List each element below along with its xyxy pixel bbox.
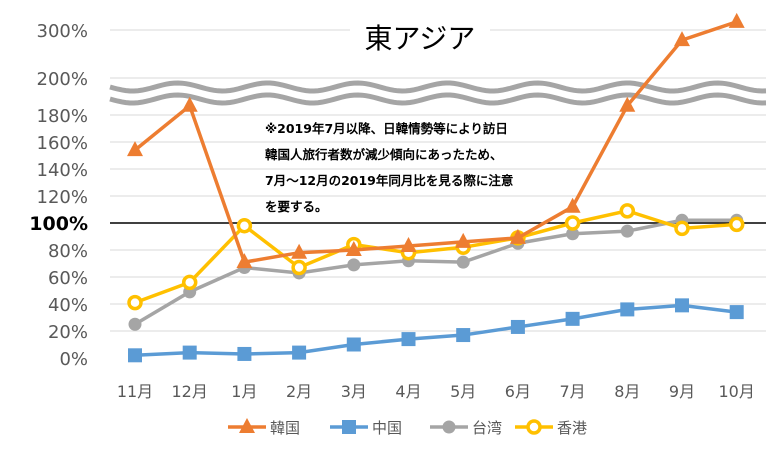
data-point — [128, 317, 142, 331]
data-point — [728, 12, 745, 28]
title-background — [350, 12, 490, 58]
annotation-line: を要する。 — [265, 199, 328, 214]
data-point — [237, 346, 252, 361]
data-point — [291, 259, 307, 276]
series-台湾 — [128, 213, 744, 331]
x-tick-label: 7月 — [560, 382, 586, 401]
legend-marker — [442, 420, 456, 434]
data-point — [674, 220, 690, 237]
y-tick-label: 100% — [29, 213, 88, 235]
data-point — [675, 298, 689, 313]
data-point — [401, 332, 416, 347]
y-tick-label: 20% — [48, 322, 88, 343]
data-point — [182, 345, 197, 360]
x-tick-label: 3月 — [341, 382, 367, 401]
data-point — [127, 294, 143, 311]
x-tick-label: 5月 — [450, 382, 476, 401]
data-point — [128, 348, 142, 363]
y-tick-label: 80% — [48, 241, 88, 262]
data-point — [510, 319, 525, 334]
series-line — [134, 209, 737, 305]
x-tick-label: 11月 — [117, 382, 153, 401]
data-point — [455, 232, 472, 248]
legend-marker — [342, 420, 356, 434]
data-point — [400, 236, 417, 252]
x-tick-label: 9月 — [669, 382, 695, 401]
annotation-line: ※2019年7月以降、日韓情勢等により訪日 — [265, 121, 508, 136]
y-tick-label: 120% — [37, 187, 88, 208]
data-point — [346, 337, 361, 352]
data-point — [345, 241, 362, 256]
series-line — [133, 20, 738, 265]
legend-label: 中国 — [372, 419, 402, 437]
x-tick-label: 2月 — [286, 382, 312, 401]
series-香港 — [127, 203, 745, 311]
annotation-line: 7月～12月の2019年同月比を見る際に注意 — [265, 173, 513, 188]
x-tick-label: 6月 — [505, 382, 531, 401]
data-point — [347, 258, 361, 272]
y-tick-label: 300% — [37, 21, 88, 42]
data-point — [674, 31, 690, 47]
legend-item: 中国 — [330, 419, 402, 437]
series-中国 — [128, 298, 744, 363]
y-tick-label: 200% — [37, 69, 88, 90]
data-point — [728, 216, 745, 233]
data-point — [564, 197, 581, 213]
x-tick-label: 4月 — [395, 382, 421, 401]
data-point — [127, 141, 143, 157]
x-tick-label: 8月 — [614, 382, 640, 401]
x-tick-label: 10月 — [719, 382, 755, 401]
data-point — [509, 228, 526, 244]
legend-item: 韓国 — [228, 418, 300, 437]
data-point — [565, 311, 580, 326]
axis-break-wave — [109, 80, 767, 94]
data-point — [181, 96, 198, 112]
legend-marker — [239, 418, 255, 433]
legend-item: 台湾 — [430, 419, 502, 437]
y-tick-label: 0% — [59, 349, 88, 370]
data-point — [620, 302, 635, 317]
series-韓国 — [127, 12, 745, 269]
legend-label: 香港 — [557, 419, 587, 437]
data-point — [236, 253, 253, 269]
data-point — [291, 243, 308, 259]
y-tick-label: 40% — [48, 295, 88, 316]
y-tick-label: 160% — [37, 133, 88, 154]
legend-label: 台湾 — [472, 419, 502, 437]
data-point — [236, 217, 253, 234]
x-tick-label: 1月 — [231, 382, 257, 401]
data-point — [456, 255, 470, 269]
annotation-line: 韓国人旅行者数が減少傾向にあったため、 — [265, 147, 503, 162]
chart-title: 東アジア — [365, 22, 476, 55]
data-point — [619, 96, 636, 112]
legend-label: 韓国 — [270, 419, 300, 437]
series-line — [134, 303, 737, 358]
y-tick-label: 140% — [37, 160, 88, 181]
data-point — [620, 224, 634, 238]
data-point — [564, 215, 581, 231]
data-point — [619, 203, 636, 219]
x-tick-label: 12月 — [172, 382, 208, 401]
data-point — [292, 345, 307, 360]
data-point — [566, 227, 580, 241]
series-line — [134, 218, 737, 326]
y-tick-label: 60% — [48, 268, 88, 289]
data-point — [181, 274, 198, 291]
legend-item: 香港 — [515, 419, 587, 437]
axis-break-wave — [109, 92, 767, 106]
data-point — [456, 328, 471, 343]
data-point — [729, 305, 744, 320]
y-tick-label: 180% — [37, 106, 88, 127]
legend-marker — [526, 419, 542, 435]
